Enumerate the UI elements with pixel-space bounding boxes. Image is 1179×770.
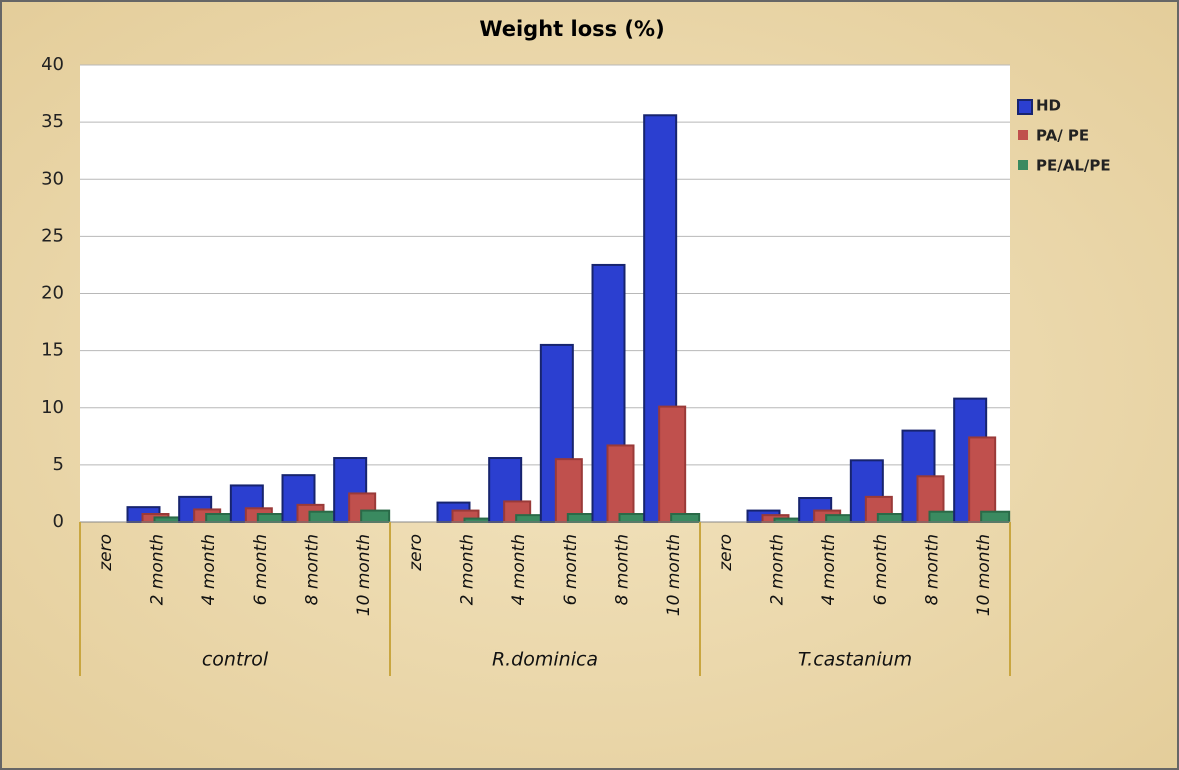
bar [670, 513, 701, 524]
x-tick-label: 2 month [148, 534, 168, 605]
bar [658, 405, 687, 524]
y-tick-label: 0 [53, 511, 64, 532]
legend-label: HD [1036, 97, 1061, 115]
x-tick-label: zero [96, 534, 116, 572]
bar [606, 444, 635, 524]
chart-title: Weight loss (%) [479, 17, 664, 41]
y-tick-label: 5 [53, 454, 64, 475]
legend-swatch [1018, 160, 1028, 170]
x-tick-label: zero [716, 534, 736, 572]
y-tick-label: 20 [41, 283, 64, 304]
x-tick-label: 8 month [613, 534, 633, 605]
bar [360, 509, 391, 524]
x-tick-label: 4 month [819, 534, 839, 605]
x-tick-label: 8 month [923, 534, 943, 605]
group-label: control [202, 649, 269, 671]
y-tick-label: 35 [41, 111, 64, 132]
y-tick-label: 40 [41, 54, 64, 75]
group-label: R.dominica [492, 649, 598, 671]
bar [554, 458, 583, 524]
group-label: T.castanium [798, 649, 912, 671]
x-tick-label: 2 month [768, 534, 788, 605]
legend-label: PE/AL/PE [1036, 157, 1111, 175]
legend-swatch [1017, 99, 1033, 115]
y-tick-label: 10 [41, 397, 64, 418]
bar [980, 510, 1011, 523]
legend-swatch [1018, 130, 1028, 140]
x-tick-label: zero [406, 534, 426, 572]
x-tick-label: 6 month [251, 534, 271, 605]
y-tick-label: 30 [41, 168, 64, 189]
legend-label: PA/ PE [1036, 127, 1089, 145]
x-tick-label: 10 month [664, 534, 684, 616]
x-tick-label: 4 month [509, 534, 529, 605]
bar [968, 436, 997, 523]
x-tick-label: 4 month [199, 534, 219, 605]
x-tick-label: 2 month [458, 534, 478, 605]
x-tick-label: 10 month [974, 534, 994, 616]
x-tick-label: 6 month [561, 534, 581, 605]
y-tick-label: 15 [41, 340, 64, 361]
y-tick-label: 25 [41, 225, 64, 246]
x-tick-label: 10 month [354, 534, 374, 616]
x-tick-label: 6 month [871, 534, 891, 605]
x-tick-label: 8 month [303, 534, 323, 605]
